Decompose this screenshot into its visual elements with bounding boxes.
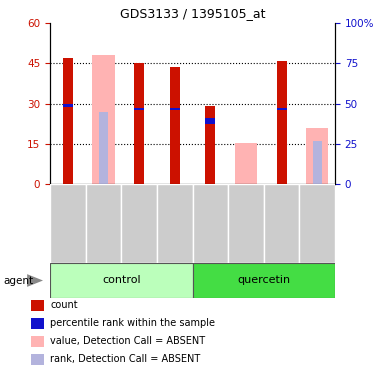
Bar — [92, 55, 114, 184]
Bar — [50, 184, 85, 263]
Text: quercetin: quercetin — [237, 275, 290, 285]
Bar — [85, 184, 121, 263]
Bar — [264, 184, 300, 263]
Text: agent: agent — [4, 276, 34, 286]
Bar — [121, 184, 157, 263]
Bar — [228, 184, 264, 263]
Bar — [63, 58, 73, 184]
Bar — [306, 128, 328, 184]
Text: control: control — [102, 275, 141, 285]
Bar — [300, 184, 335, 263]
Bar — [235, 143, 257, 184]
Bar — [276, 108, 286, 111]
Bar — [134, 108, 144, 111]
Text: value, Detection Call = ABSENT: value, Detection Call = ABSENT — [50, 336, 205, 346]
Bar — [50, 263, 192, 298]
Title: GDS3133 / 1395105_at: GDS3133 / 1395105_at — [120, 7, 265, 20]
Bar — [157, 184, 192, 263]
Text: count: count — [50, 300, 78, 310]
Polygon shape — [27, 274, 43, 287]
Bar — [276, 61, 286, 184]
Bar — [205, 106, 215, 184]
Text: rank, Detection Call = ABSENT: rank, Detection Call = ABSENT — [50, 354, 200, 364]
Bar — [63, 104, 73, 107]
Bar — [205, 118, 215, 124]
Bar — [192, 263, 335, 298]
Bar — [134, 63, 144, 184]
Bar — [170, 108, 180, 111]
Text: percentile rank within the sample: percentile rank within the sample — [50, 318, 215, 328]
Bar — [170, 68, 180, 184]
Bar — [313, 141, 321, 184]
Bar — [99, 112, 108, 184]
Bar — [192, 184, 228, 263]
